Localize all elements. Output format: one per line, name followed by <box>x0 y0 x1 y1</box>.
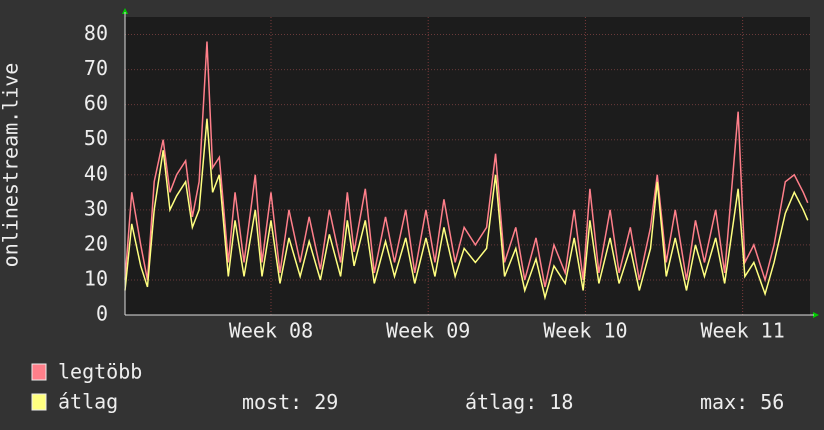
axis-arrow <box>813 312 819 318</box>
stat-avg: átlag: 18 <box>465 390 573 414</box>
x-tick-label: Week 11 <box>700 319 784 343</box>
axis-arrow <box>122 8 128 14</box>
y-tick-label: 40 <box>84 161 108 185</box>
y-tick-label: 80 <box>84 21 108 45</box>
y-tick-label: 10 <box>84 266 108 290</box>
legend-label: átlag <box>58 390 118 414</box>
stat-value: 29 <box>314 390 338 414</box>
y-tick-label: 20 <box>84 231 108 255</box>
y-tick-label: 60 <box>84 91 108 115</box>
plot-area <box>125 17 810 315</box>
legend-swatch <box>31 393 47 411</box>
x-tick-label: Week 09 <box>386 319 470 343</box>
stat-now: most: 29 <box>242 390 338 414</box>
legend-swatch <box>31 363 47 381</box>
series-line <box>124 118 809 301</box>
stat-label: átlag: <box>465 390 537 414</box>
legend-label: legtöbb <box>58 360 142 384</box>
stat-value: 56 <box>760 390 784 414</box>
y-tick-label: 50 <box>84 126 108 150</box>
stat-label: most: <box>242 390 302 414</box>
y-axis-label: onlinestream.live <box>0 63 23 268</box>
y-tick-label: 0 <box>96 302 108 326</box>
y-tick-label: 30 <box>84 196 108 220</box>
stat-max: max: 56 <box>700 390 784 414</box>
x-tick-label: Week 10 <box>543 319 627 343</box>
stat-value: 18 <box>549 390 573 414</box>
x-tick-label: Week 08 <box>229 319 313 343</box>
stat-label: max: <box>700 390 748 414</box>
series-line <box>124 41 809 288</box>
y-tick-label: 70 <box>84 56 108 80</box>
